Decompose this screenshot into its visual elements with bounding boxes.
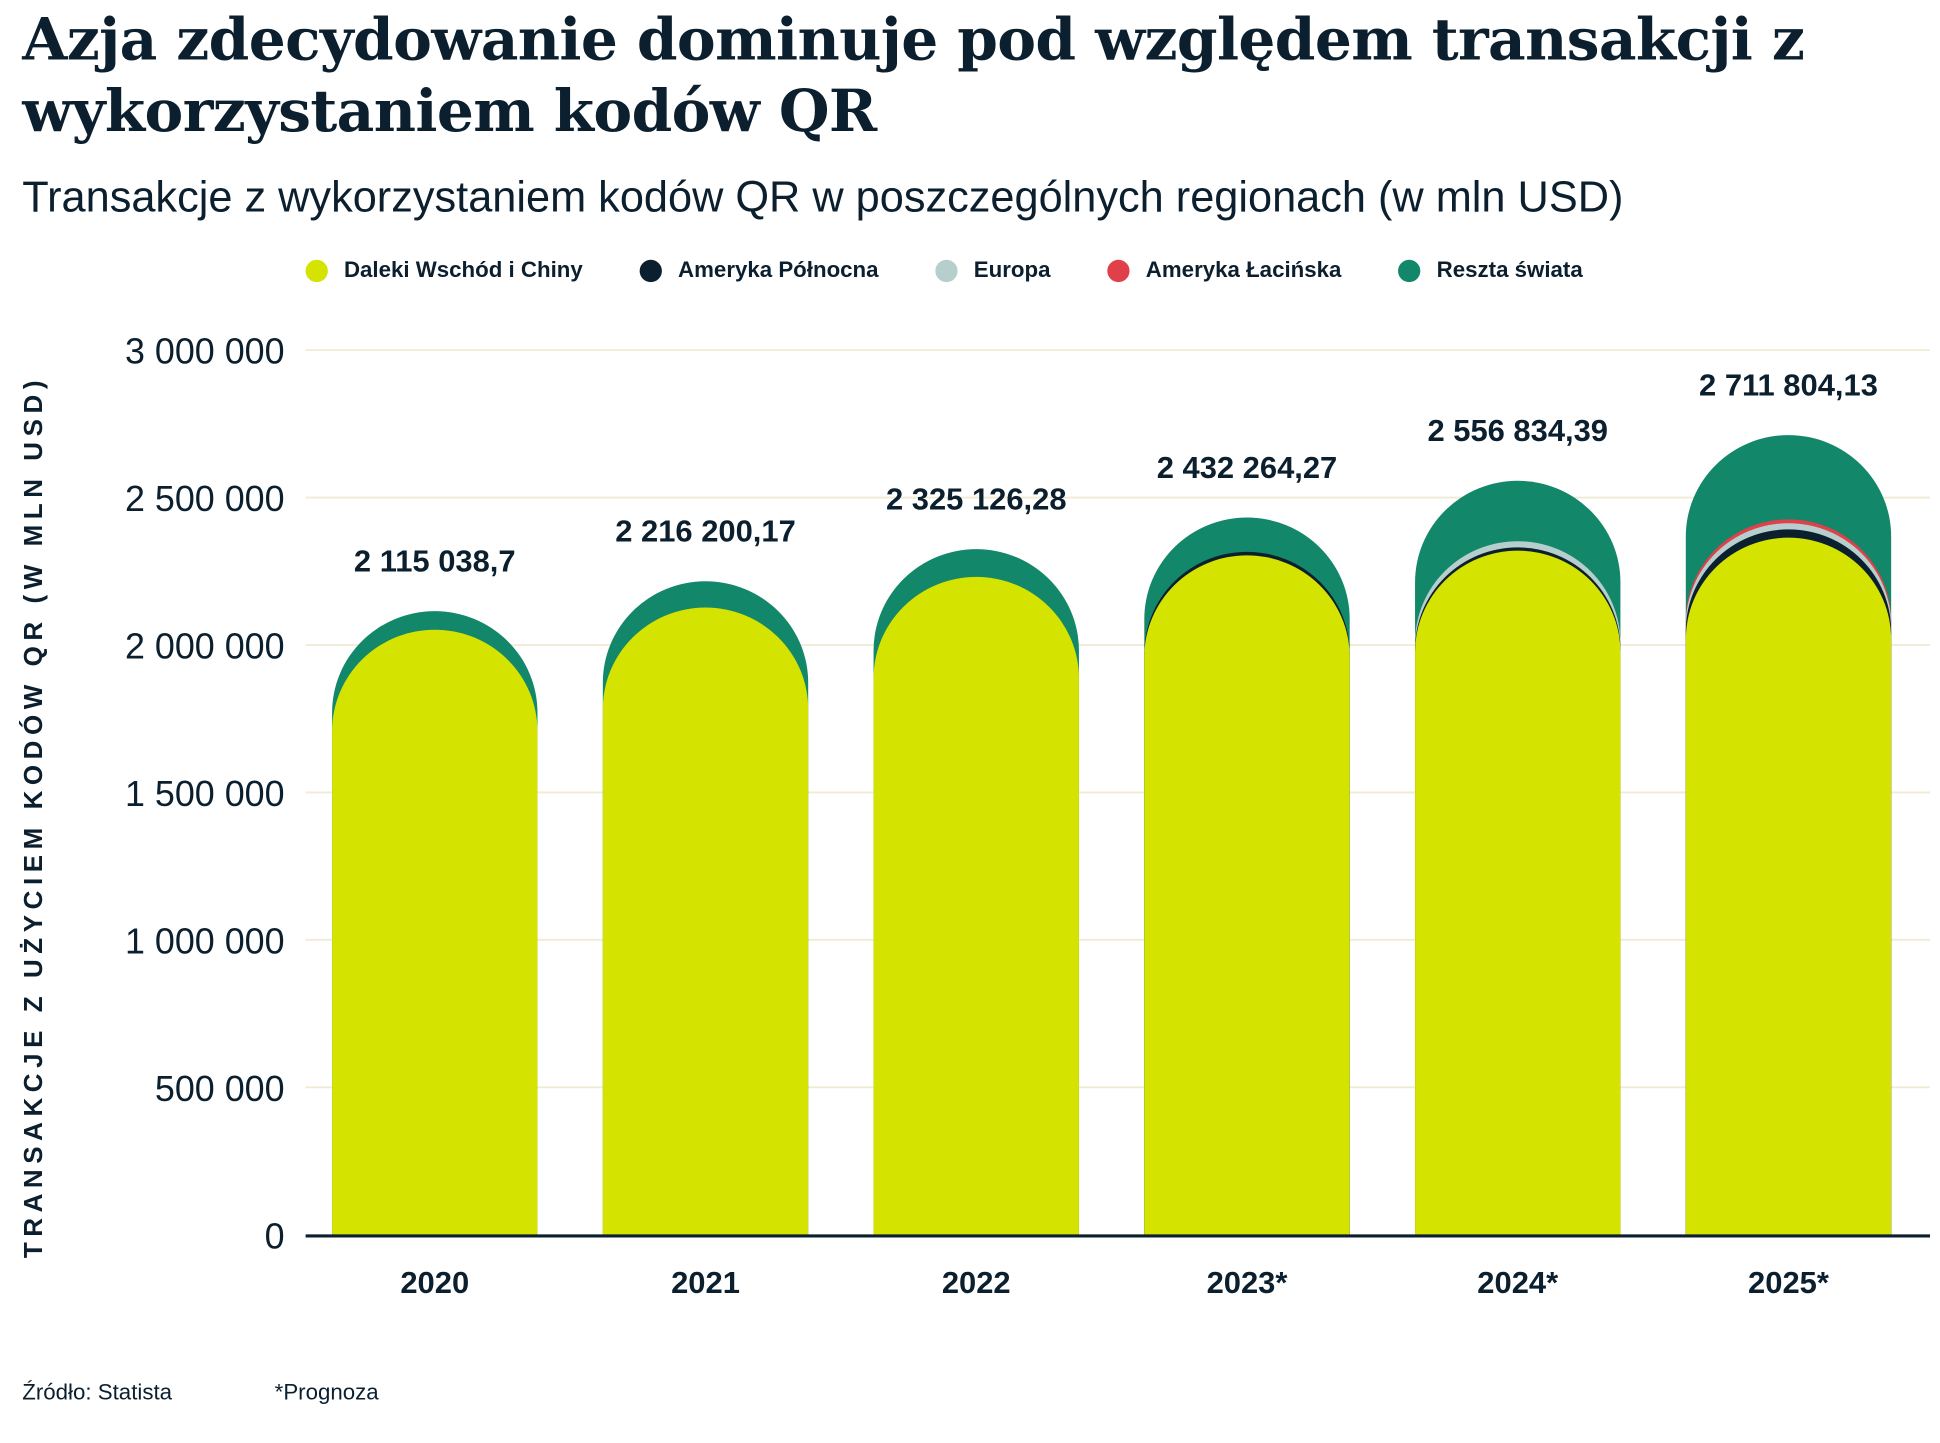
y-tick-label: 2 500 000 (125, 479, 285, 519)
legend-label: Ameryka Północna (678, 257, 879, 283)
y-tick-label: 0 (265, 1216, 285, 1256)
legend-item: Europa (935, 257, 1051, 283)
legend-label: Daleki Wschód i Chiny (343, 257, 583, 283)
total-data-label: 2 216 200,17 (615, 514, 796, 549)
legend-label: Europa (973, 257, 1051, 283)
bar-segment (873, 576, 1079, 1235)
legend-swatch (1398, 259, 1421, 282)
legend-item: Reszta świata (1398, 257, 1583, 283)
source-note: Źródło: Statista (22, 1379, 173, 1405)
total-data-label: 2 556 834,39 (1427, 413, 1608, 448)
legend-swatch (305, 259, 328, 282)
legend-swatch (1107, 259, 1130, 282)
x-tick-label: 2021 (671, 1265, 740, 1300)
legend: Daleki Wschód i Chiny Ameryka Północna Eur… (305, 257, 1640, 283)
legend-swatch (639, 259, 662, 282)
bar-segment (602, 607, 809, 1235)
x-tick-label: 2024* (1477, 1265, 1558, 1300)
x-tick-label: 2022 (942, 1265, 1011, 1300)
y-tick-label: 1 000 000 (125, 921, 285, 961)
total-data-label: 2 325 126,28 (886, 482, 1067, 517)
total-data-label: 2 711 804,13 (1699, 368, 1878, 403)
forecast-note: *Prognoza (274, 1379, 379, 1405)
y-tick-label: 3 000 000 (125, 332, 285, 372)
legend-item: Ameryka Łacińska (1107, 257, 1341, 283)
legend-item: Ameryka Północna (639, 257, 879, 283)
y-tick-label: 1 500 000 (125, 774, 285, 814)
total-data-label: 2 432 264,27 (1157, 450, 1338, 485)
y-axis-label: TRANSAKCJE Z UŻYCIEM KODÓW QR (W MLN USD… (18, 375, 48, 1258)
legend-label: Ameryka Łacińska (1145, 257, 1342, 283)
chart-subtitle: Transakcje z wykorzystaniem kodów QR w p… (22, 173, 1624, 222)
x-tick-label: 2023* (1207, 1265, 1288, 1300)
bar-segment (1685, 537, 1892, 1235)
total-data-label: 2 115 038,7 (354, 543, 516, 578)
bar-segment (332, 629, 538, 1235)
chart-title: Azja zdecydowanie dominuje pod względem … (22, 6, 1805, 146)
bar-segment (1144, 555, 1350, 1235)
y-tick-label: 500 000 (155, 1069, 285, 1109)
legend-label: Reszta świata (1436, 257, 1583, 283)
legend-swatch (935, 259, 958, 282)
x-tick-label: 2025* (1748, 1265, 1829, 1300)
legend-item: Daleki Wschód i Chiny (305, 257, 583, 283)
y-tick-label: 2 000 000 (125, 627, 285, 667)
bar-segment (1415, 550, 1621, 1235)
x-tick-label: 2020 (400, 1265, 469, 1300)
